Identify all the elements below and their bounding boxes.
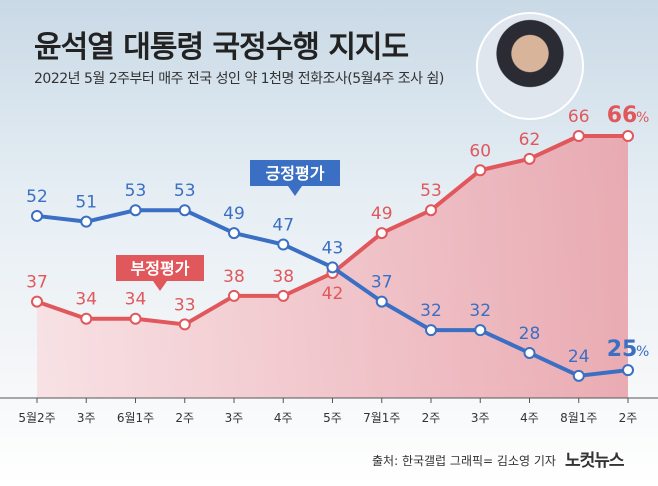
negative-point	[622, 130, 634, 142]
series-label-box	[250, 160, 340, 186]
negative-point	[425, 204, 437, 217]
data-label: 28	[519, 324, 541, 344]
x-tick-label: 4주	[274, 411, 293, 425]
data-label: 66	[607, 103, 638, 128]
negative-point	[80, 312, 93, 325]
data-label: 34	[125, 290, 147, 310]
x-tick-label: 2주	[619, 411, 638, 425]
x-tick-label: 3주	[77, 411, 96, 425]
data-label: 66	[568, 107, 590, 127]
negative-point	[277, 289, 290, 302]
data-label: 24	[568, 347, 590, 367]
positive-point	[326, 261, 339, 274]
data-label: 25	[607, 337, 638, 362]
x-tick-label: 7월1주	[363, 411, 400, 425]
positive-point	[523, 346, 536, 359]
x-tick-label: 4주	[520, 411, 539, 425]
data-label: 37	[371, 273, 393, 293]
negative-point	[129, 312, 142, 325]
page-title: 윤석열 대통령 국정수행 지지도	[34, 30, 409, 65]
x-tick-label: 2주	[175, 411, 194, 425]
data-label: 52	[26, 187, 48, 207]
negative-point	[523, 152, 536, 165]
series-label: 긍정평가	[266, 164, 325, 183]
positive-point	[474, 324, 487, 337]
data-label: 37	[26, 273, 48, 293]
data-label: 32	[469, 301, 491, 321]
data-label: 32	[420, 301, 442, 321]
source-credit: 출처: 한국갤럽 그래픽= 김소영 기자	[372, 454, 556, 468]
data-label: 53	[125, 181, 147, 201]
negative-point	[31, 295, 43, 308]
series-label: 부정평가	[131, 259, 190, 278]
negative-point	[228, 289, 240, 302]
positive-point	[31, 209, 43, 222]
percent-sign: %	[636, 344, 649, 360]
positive-point	[375, 295, 388, 308]
x-tick-label: 2주	[422, 411, 441, 425]
data-label: 34	[75, 290, 97, 310]
x-tick-label: 5주	[323, 411, 342, 425]
data-label: 53	[420, 181, 442, 201]
negative-point	[572, 130, 585, 142]
subtitle: 2022년 5월 2주부터 매주 전국 성인 약 1천명 전화조사(5월4주 조…	[34, 71, 444, 87]
logo: 노컷뉴스	[565, 451, 625, 471]
president-photo	[476, 12, 584, 120]
data-label: 60	[469, 141, 491, 161]
series-label-pointer	[288, 186, 302, 196]
data-label: 38	[223, 267, 245, 287]
series-label-pointer	[153, 281, 167, 291]
negative-point	[474, 164, 487, 177]
data-label: 47	[272, 215, 294, 235]
data-label: 33	[174, 295, 196, 315]
positive-point	[80, 215, 93, 228]
negative-point	[178, 318, 191, 331]
positive-point	[129, 204, 142, 217]
percent-sign: %	[636, 110, 649, 126]
positive-point	[178, 204, 191, 217]
x-tick-label: 5월2주	[18, 411, 55, 425]
positive-point	[228, 227, 240, 240]
data-label: 43	[322, 238, 344, 258]
data-label: 49	[371, 204, 393, 224]
data-label: 51	[75, 193, 97, 213]
positive-point	[277, 238, 290, 251]
positive-point	[622, 364, 634, 377]
data-label: 49	[223, 204, 245, 224]
data-label: 38	[272, 267, 294, 287]
negative-point	[375, 227, 388, 240]
x-tick-label: 8월1주	[560, 411, 597, 425]
x-tick-label: 3주	[225, 411, 244, 425]
positive-point	[572, 369, 585, 382]
data-label: 42	[322, 284, 344, 304]
data-label: 62	[519, 130, 541, 150]
data-label: 53	[174, 181, 196, 201]
series-label-box	[116, 255, 204, 281]
positive-point	[425, 324, 437, 337]
x-tick-label: 6월1주	[117, 411, 154, 425]
x-tick-label: 3주	[471, 411, 490, 425]
